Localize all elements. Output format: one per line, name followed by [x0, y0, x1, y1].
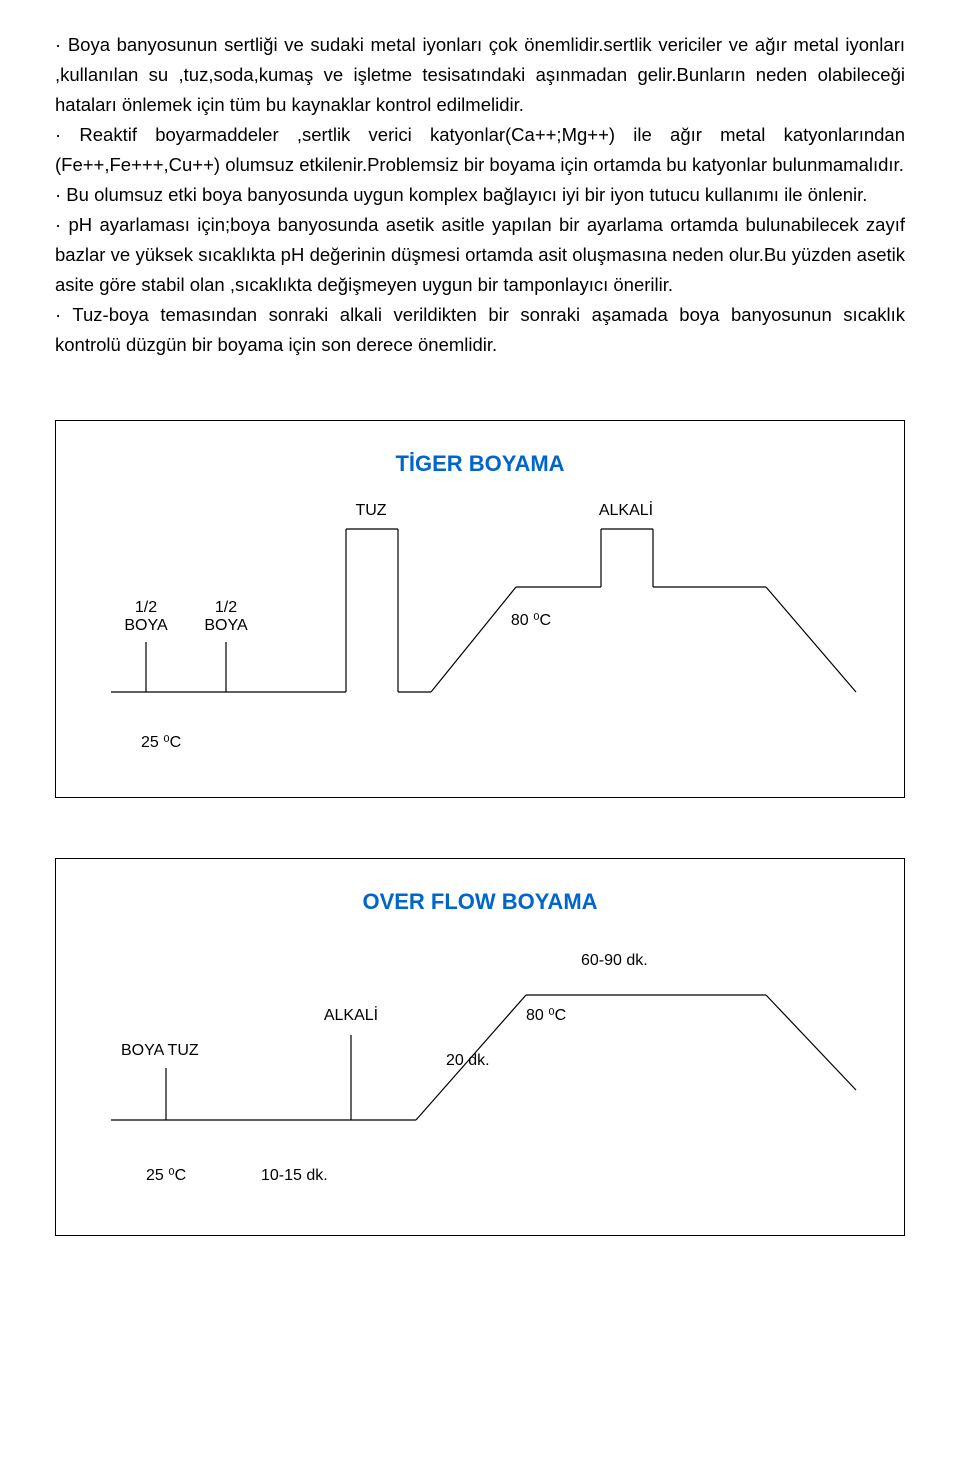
overflow-temp-low: 25 ⁰C [146, 1167, 186, 1184]
paragraph-5: · Tuz-boya temasından sonraki alkali ver… [55, 300, 905, 360]
tiger-alkali-label: ALKALİ [599, 500, 653, 519]
body-text: · Boya banyosunun sertliği ve sudaki met… [55, 30, 905, 360]
paragraph-3: · Bu olumsuz etki boya banyosunda uygun … [55, 180, 905, 210]
paragraph-4: · pH ayarlaması için;boya banyosunda ase… [55, 210, 905, 300]
overflow-hold-time: 10-15 dk. [261, 1167, 328, 1184]
tiger-halfboya-2-line2: BOYA [204, 617, 248, 634]
tiger-halfboya-1-line1: 1/2 [135, 599, 157, 616]
overflow-title: OVER FLOW BOYAMA [86, 889, 874, 915]
tiger-title: TİGER BOYAMA [86, 451, 874, 477]
overflow-diagram-svg: 60-90 dk. ALKALİ BOYA TUZ 80 ⁰C 20 dk. [86, 935, 866, 1195]
tiger-tuz-label: TUZ [355, 502, 386, 519]
tiger-temp-low: 25 ⁰C [141, 734, 181, 751]
paragraph-2: · Reaktif boyarmaddeler ,sertlik verici … [55, 120, 905, 180]
tiger-diagram-box: TİGER BOYAMA TUZ ALKALİ 1/2 BOYA 1/2 BOY… [55, 420, 905, 798]
overflow-duration-top: 60-90 dk. [581, 952, 648, 969]
overflow-boya-tuz: BOYA TUZ [121, 1042, 199, 1059]
paragraph-1: · Boya banyosunun sertliği ve sudaki met… [55, 30, 905, 120]
tiger-temp-high: 80 ⁰C [511, 612, 551, 629]
overflow-diagram-box: OVER FLOW BOYAMA 60-90 dk. ALKALİ BOYA T… [55, 858, 905, 1236]
overflow-temp-high: 80 ⁰C [526, 1007, 566, 1024]
tiger-halfboya-1-line2: BOYA [124, 617, 168, 634]
tiger-diagram-svg: TUZ ALKALİ 1/2 BOYA 1/2 BOYA 80 ⁰C [86, 497, 866, 757]
overflow-alkali-label: ALKALİ [324, 1005, 378, 1024]
tiger-halfboya-2-line1: 1/2 [215, 599, 237, 616]
